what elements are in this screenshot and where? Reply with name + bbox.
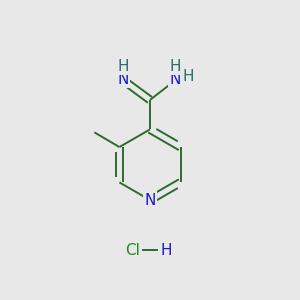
Text: H: H (160, 243, 172, 258)
Text: H: H (169, 58, 181, 74)
Text: N: N (144, 193, 156, 208)
Text: H: H (182, 69, 194, 84)
Text: H: H (118, 58, 129, 74)
Text: N: N (118, 72, 129, 87)
Text: Cl: Cl (125, 243, 140, 258)
Text: N: N (169, 72, 181, 87)
